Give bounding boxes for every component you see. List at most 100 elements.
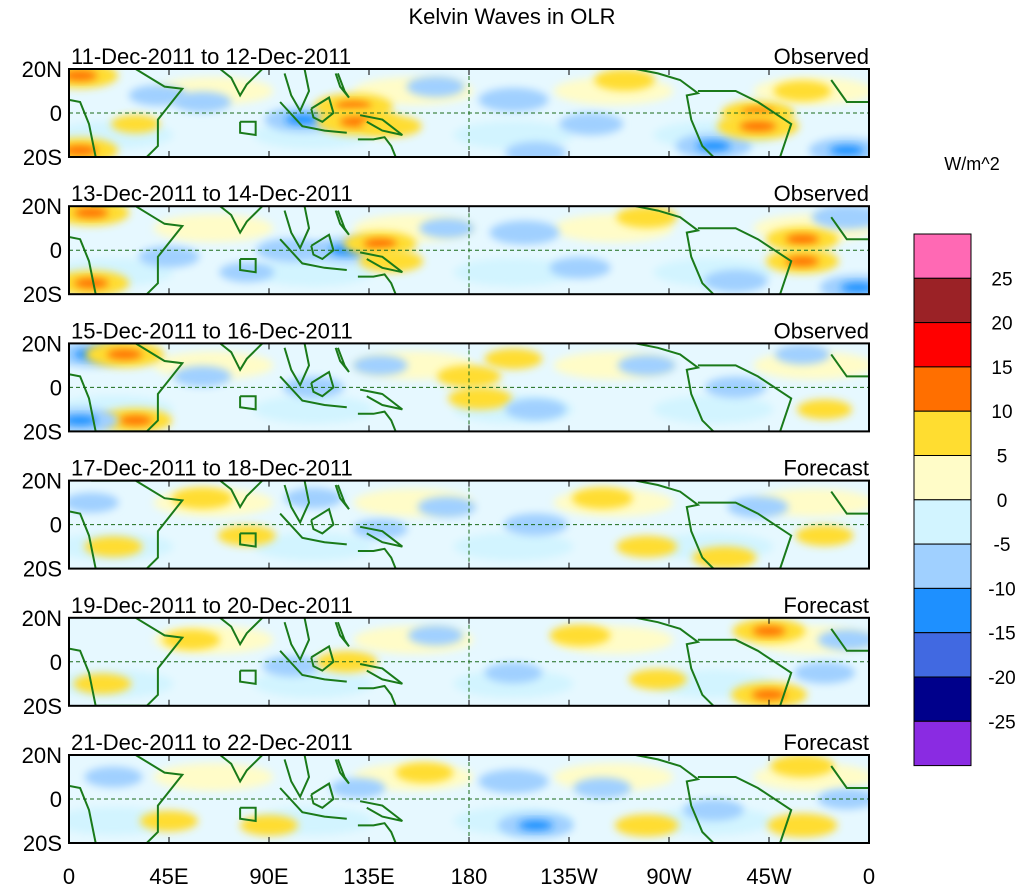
x-tick-label: 135E (343, 864, 394, 887)
anomaly-contour (173, 366, 232, 387)
panel-date-range: 21-Dec-2011 to 22-Dec-2011 (71, 730, 353, 755)
coastline (310, 96, 335, 123)
y-tick-label: 20N (22, 194, 62, 219)
colorbar-swatch (913, 366, 972, 412)
anomaly-contour (616, 206, 678, 228)
anomaly-contour (503, 513, 568, 536)
anomaly-contour (797, 399, 853, 420)
anomaly-core (751, 689, 787, 700)
background-band (453, 121, 574, 149)
coastline (357, 822, 397, 843)
anomaly-contour (240, 815, 298, 836)
coastline (697, 227, 793, 295)
background-band (453, 669, 574, 698)
olr-field (69, 206, 869, 295)
background-band (253, 532, 374, 561)
panel-status: Forecast (783, 730, 869, 755)
anomaly-contour (682, 799, 744, 821)
coastline (239, 395, 257, 411)
anomaly-core (119, 415, 153, 426)
coastline (334, 759, 350, 785)
anomaly-contour (571, 487, 633, 510)
colorbar-label: -20 (988, 668, 1015, 689)
anomaly-core (518, 820, 553, 831)
olr-field (69, 343, 869, 432)
colorbar-swatch (913, 322, 972, 368)
y-tick-label: 20S (23, 557, 62, 582)
coastline (239, 532, 257, 548)
colorbar-label: 20 (991, 314, 1012, 335)
background-band (653, 395, 774, 424)
anomaly-contour (817, 629, 869, 651)
colorbar-swatch (913, 410, 972, 457)
panel-status: Observed (774, 318, 869, 343)
anomaly-contour (549, 624, 611, 647)
anomaly-contour (417, 496, 476, 518)
anomaly-contour (173, 91, 232, 113)
anomaly-core (840, 282, 869, 293)
panel-2: 20N 0 20S 13-Dec-2011 to 14-Dec-2011 Observe… (22, 181, 870, 307)
x-tick-label: 135W (540, 864, 598, 887)
anomaly-contour (794, 662, 856, 684)
coastline (359, 251, 403, 274)
coastline (279, 787, 347, 820)
coastline (334, 484, 350, 510)
x-tick-label: 0 (63, 864, 75, 887)
panel-status: Forecast (783, 456, 869, 481)
coastline (357, 273, 397, 295)
coastline (69, 480, 185, 569)
colorbar: 25 20 15 10 5 0 -5 -10 -15 -20 -25 (913, 233, 1016, 767)
anomaly-core (285, 114, 320, 125)
coastline (69, 69, 185, 157)
colorbar-label: -10 (988, 579, 1015, 600)
anomaly-contour (395, 762, 454, 783)
anomaly-contour (419, 218, 475, 239)
anomaly-contour (282, 376, 344, 399)
y-tick-label: 0 (50, 101, 62, 126)
coastline (69, 755, 185, 843)
coastline (697, 364, 793, 432)
panel-status: Observed (774, 181, 869, 206)
coastline (279, 375, 347, 409)
colorbar-swatch (913, 587, 972, 634)
coastline (279, 101, 347, 134)
anomaly-core (74, 207, 109, 218)
coastline (359, 525, 403, 548)
x-tick-label: 45W (746, 864, 791, 887)
coastline (69, 617, 185, 706)
background-band (253, 258, 374, 287)
coastline (697, 638, 793, 706)
background-band (153, 763, 274, 791)
anomaly-contour (478, 87, 549, 112)
y-tick-label: 0 (50, 238, 62, 263)
coastline (283, 480, 311, 525)
coastline (283, 617, 311, 662)
coastline (830, 765, 869, 789)
anomaly-contour (594, 69, 656, 91)
anomaly-contour (219, 262, 275, 283)
anomaly-core (106, 349, 143, 360)
coastline (239, 806, 257, 823)
anomaly-contour (770, 755, 835, 778)
coastline (310, 233, 335, 261)
anomaly-core (739, 121, 777, 132)
anomaly-core (785, 256, 819, 267)
coastline (334, 73, 350, 99)
colorbar-label: 25 (991, 269, 1012, 290)
coastline (219, 343, 264, 372)
anomaly-contour (617, 355, 676, 376)
anomaly-contour (73, 673, 132, 695)
anomaly-contour (171, 487, 233, 510)
coastline (697, 776, 793, 843)
coastline (635, 69, 715, 157)
anomaly-core (69, 415, 98, 426)
background-band (69, 807, 174, 835)
panel-date-range: 17-Dec-2011 to 18-Dec-2011 (71, 456, 353, 481)
anomaly-contour (69, 492, 119, 513)
chart-title: Kelvin Waves in OLR (408, 4, 615, 29)
anomaly-contour (330, 778, 386, 798)
coastline (283, 343, 311, 388)
panel-4: 20N 0 20S 17-Dec-2011 to 18-Dec-2011 Forecas… (22, 456, 870, 582)
coastline (239, 120, 257, 137)
